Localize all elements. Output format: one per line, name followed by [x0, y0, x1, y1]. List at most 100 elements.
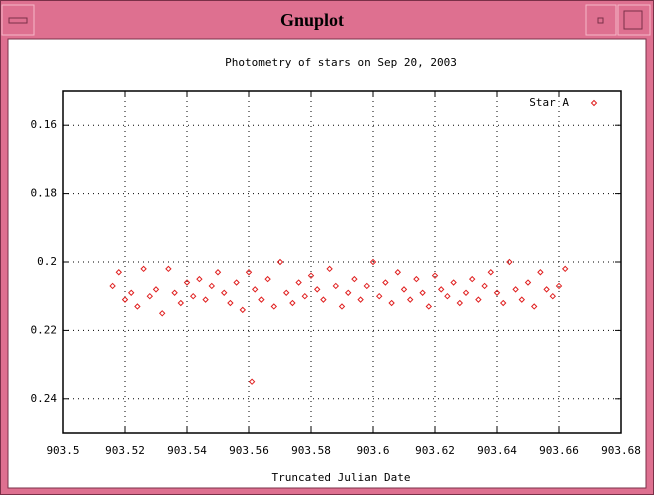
- data-point: [363, 282, 371, 290]
- data-point: [165, 265, 172, 273]
- y-tick-label: 0.2: [37, 255, 57, 268]
- window-title: Gnuplot: [280, 10, 344, 30]
- maximize-icon: [623, 10, 643, 30]
- data-point: [400, 286, 408, 293]
- data-point: [561, 265, 569, 273]
- data-point: [264, 275, 271, 283]
- data-point: [537, 269, 544, 276]
- data-point: [419, 289, 426, 296]
- data-point: [171, 289, 178, 296]
- data-point: [506, 258, 513, 266]
- data-point: [282, 289, 290, 296]
- data-point: [289, 299, 296, 307]
- data-point: [493, 289, 501, 296]
- data-point: [239, 306, 247, 314]
- data-point: [177, 299, 185, 307]
- plot-area: 0.16 0.18 0.2 0.22 0.24 903.5 903.52 903.54 903.…: [31, 90, 641, 457]
- data-point: [233, 279, 240, 286]
- data-point: [332, 282, 340, 290]
- x-tick-label: 903.56: [229, 444, 269, 457]
- data-point: [202, 296, 209, 303]
- data-point: [462, 289, 470, 296]
- x-tick-label: 903.5: [46, 444, 79, 457]
- data-point: [258, 296, 265, 303]
- data-point: [456, 299, 464, 307]
- data-point: [518, 296, 526, 303]
- data-point: [121, 296, 129, 303]
- chart-title: Photometry of stars on Sep 20, 2003: [225, 56, 457, 69]
- data-point: [344, 289, 352, 296]
- data-point: [406, 296, 414, 303]
- data-point: [152, 286, 160, 293]
- x-tick-label: 903.68: [601, 444, 641, 457]
- data-point: [220, 289, 228, 296]
- data-point: [543, 286, 550, 293]
- y-tick-label: 0.16: [31, 118, 58, 131]
- data-point: [475, 296, 482, 303]
- data-point: [382, 279, 389, 286]
- data-point: [196, 275, 203, 283]
- x-tick-label: 903.62: [415, 444, 455, 457]
- x-tick-label: 903.6: [356, 444, 389, 457]
- data-point: [214, 269, 222, 276]
- data-point: [499, 299, 507, 307]
- data-point: [555, 282, 563, 290]
- plot-border: [62, 90, 622, 434]
- x-axis-label: Truncated Julian Date: [271, 471, 410, 484]
- data-point: [394, 269, 402, 276]
- data-point: [301, 292, 309, 300]
- data-point: [140, 265, 147, 273]
- data-point: [251, 286, 259, 293]
- data-point: [313, 286, 321, 293]
- x-tick-label: 903.54: [167, 444, 207, 457]
- data-point: [375, 292, 383, 300]
- data-point: [530, 303, 538, 310]
- data-point: [189, 292, 197, 300]
- data-point: [109, 282, 116, 290]
- data-point: [227, 299, 234, 307]
- plot-canvas: [7, 38, 647, 489]
- data-point: [338, 303, 346, 310]
- y-tick-label: 0.24: [31, 392, 58, 405]
- data-point: [276, 258, 284, 266]
- data-point: [487, 269, 495, 276]
- data-point: [307, 272, 315, 279]
- data-point: [369, 258, 377, 266]
- data-point: [450, 279, 457, 286]
- data-point: [158, 310, 166, 317]
- data-point: [208, 282, 216, 290]
- data-point: [320, 296, 327, 303]
- menu-icon: [8, 17, 28, 24]
- data-point: [431, 272, 439, 279]
- data-point: [437, 286, 445, 293]
- legend-label: Star A: [529, 96, 569, 109]
- data-point: [444, 292, 451, 300]
- minimize-icon: [597, 17, 604, 24]
- data-point: [115, 269, 123, 276]
- data-point: [127, 289, 135, 296]
- data-point: [245, 269, 253, 276]
- data-point: [512, 286, 519, 293]
- data-point: [270, 303, 278, 310]
- data-point: [413, 275, 420, 283]
- data-point: [468, 275, 476, 283]
- data-point: [388, 299, 395, 307]
- data-point: [351, 275, 358, 283]
- data-point: [134, 303, 141, 310]
- data-point: [524, 279, 532, 286]
- x-tick-label: 903.66: [539, 444, 579, 457]
- data-point: [549, 292, 557, 300]
- data-point: [357, 296, 364, 303]
- data-point: [326, 265, 333, 273]
- data-point: [146, 292, 154, 300]
- data-point: [295, 279, 302, 286]
- x-tick-label: 903.64: [477, 444, 517, 457]
- data-point: [425, 303, 433, 310]
- y-tick-label: 0.18: [31, 187, 58, 200]
- data-point: [248, 378, 256, 385]
- x-tick-label: 903.58: [291, 444, 331, 457]
- y-tick-label: 0.22: [31, 323, 58, 336]
- x-tick-label: 903.52: [105, 444, 145, 457]
- data-point: [183, 279, 191, 286]
